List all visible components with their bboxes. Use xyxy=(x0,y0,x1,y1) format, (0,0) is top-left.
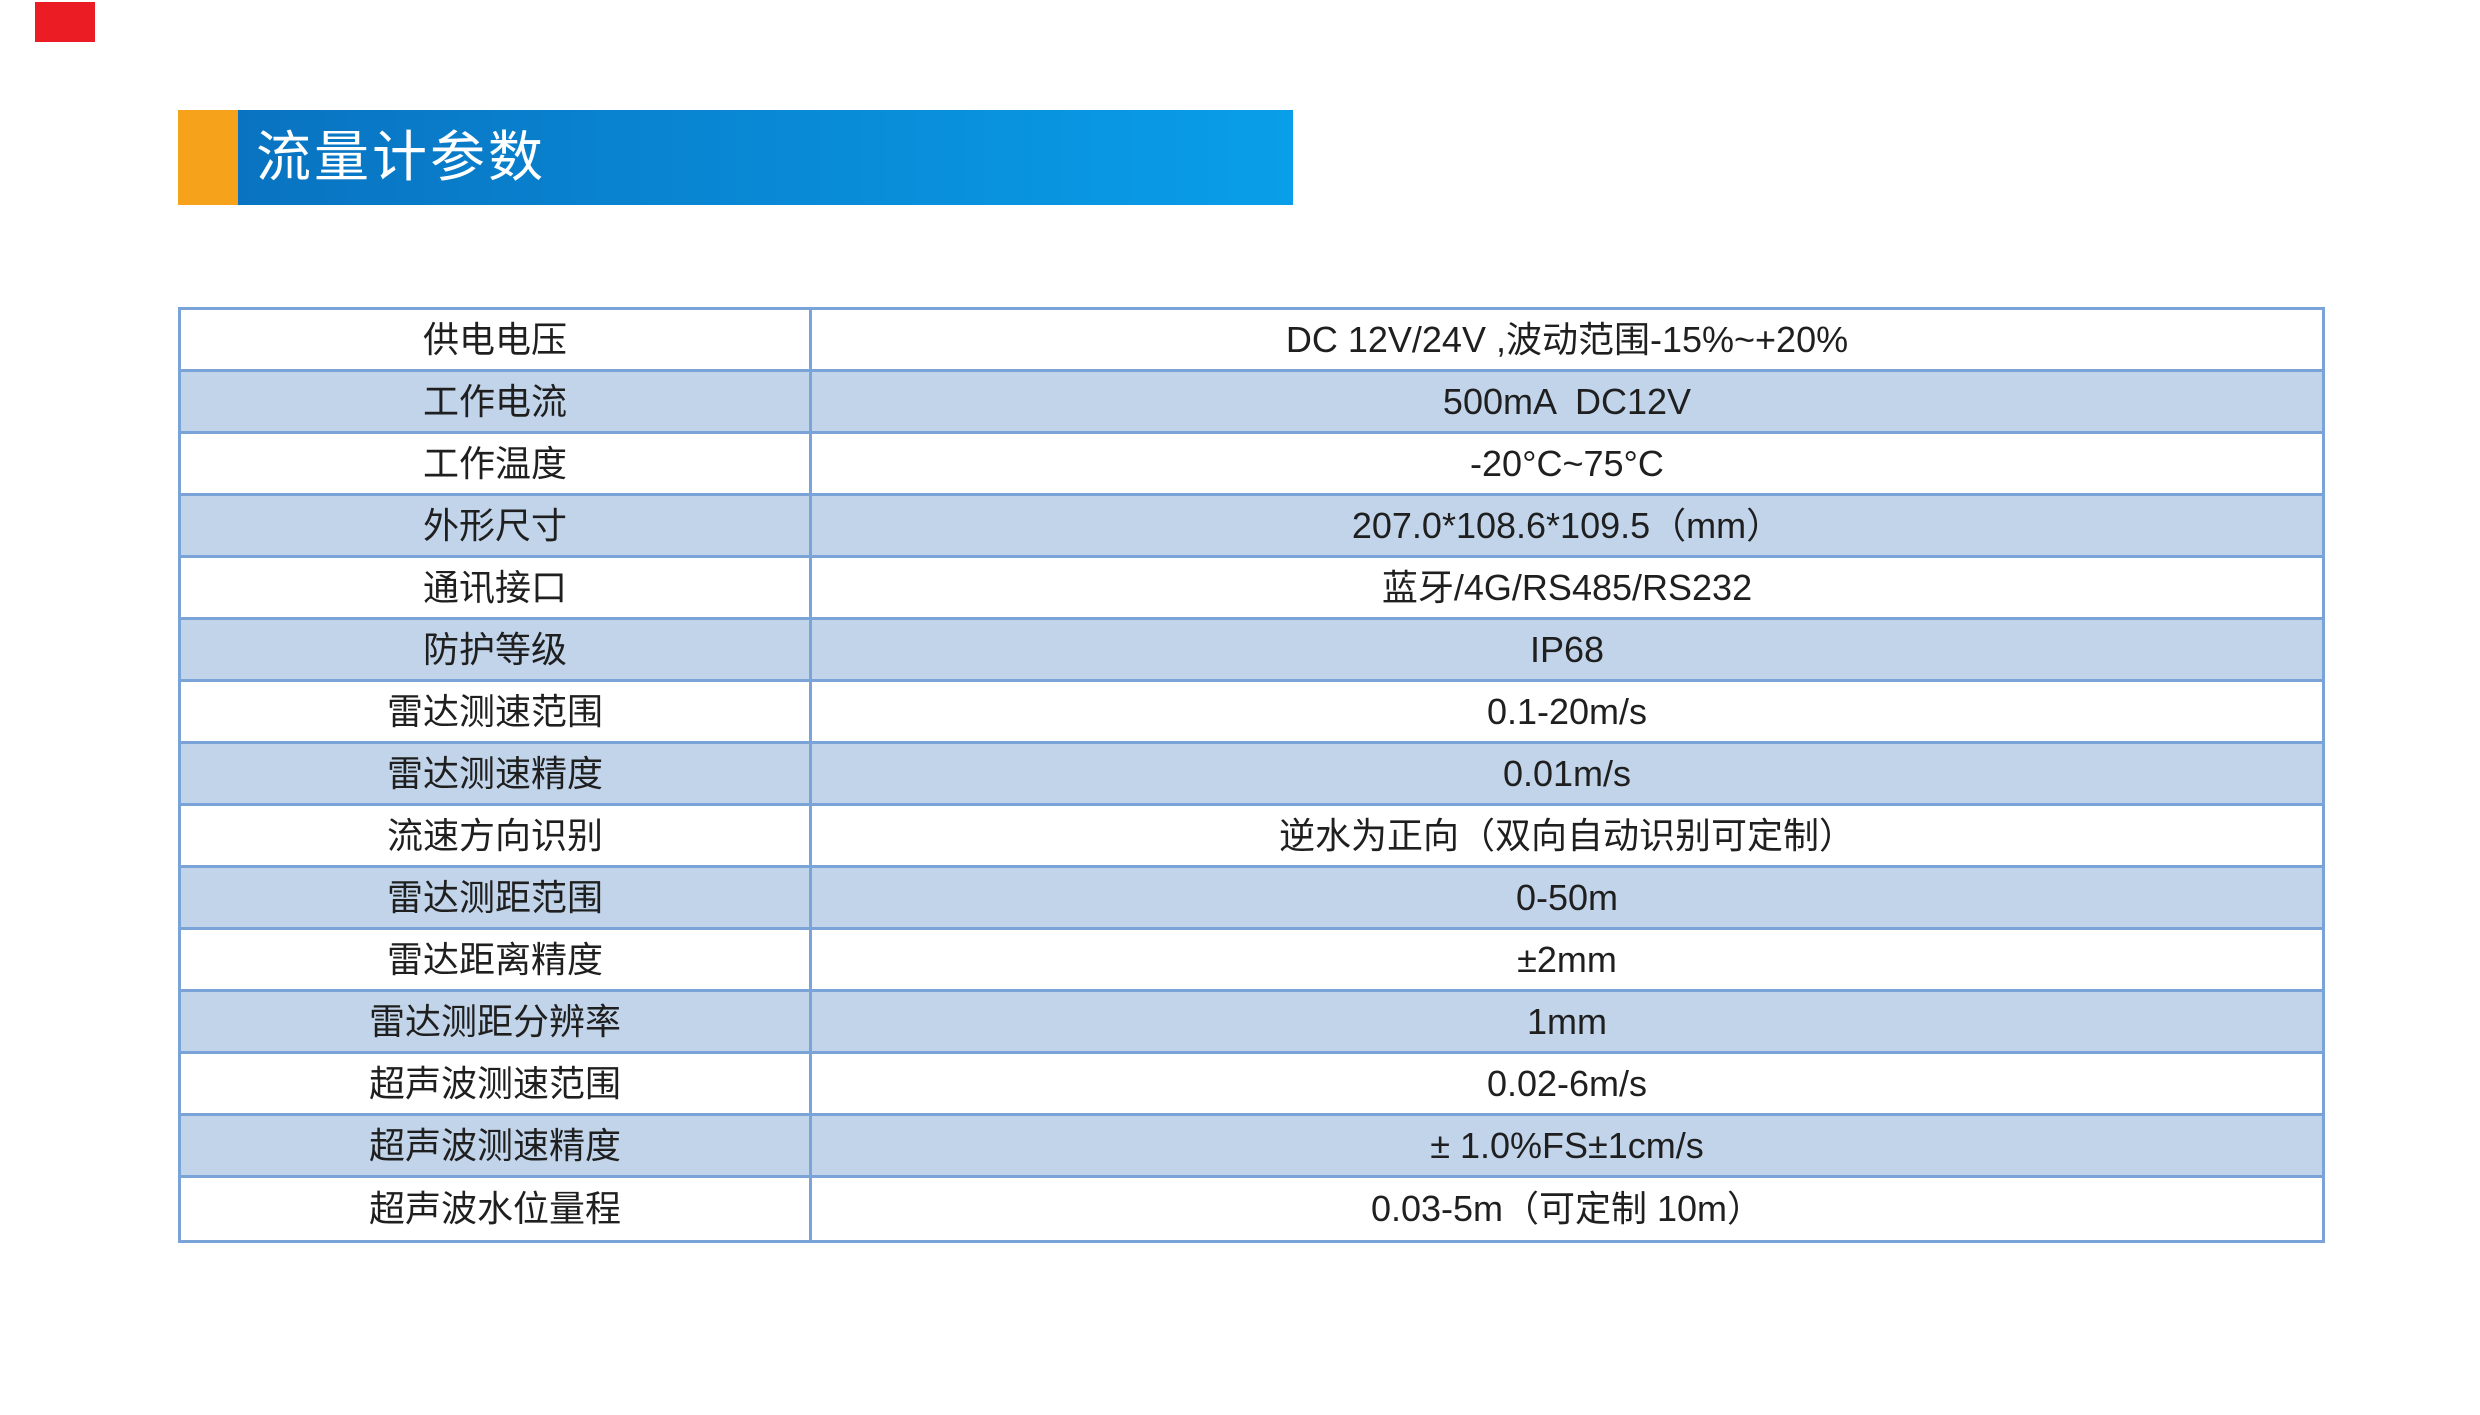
param-value: 1mm xyxy=(1527,1000,1607,1042)
table-row: 工作电流 500mA DC12V xyxy=(181,372,2322,434)
table-row: 工作温度 -20°C~75°C xyxy=(181,434,2322,496)
table-row: 雷达距离精度 ±2mm xyxy=(181,930,2322,992)
param-value: DC 12V/24V ,波动范围-15%~+20% xyxy=(1285,318,1849,360)
table-row: 超声波水位量程 0.03-5m（可定制 10m） xyxy=(181,1178,2322,1240)
table-row: 雷达测距范围 0-50m xyxy=(181,868,2322,930)
table-row: 超声波测速精度 ± 1.0%FS±1cm/s xyxy=(181,1116,2322,1178)
param-value: 蓝牙/4G/RS485/RS232 xyxy=(1381,566,1753,608)
table-row: 流速方向识别 逆水为正向（双向自动识别可定制） xyxy=(181,806,2322,868)
table-row: 外形尺寸 207.0*108.6*109.5（mm） xyxy=(181,496,2322,558)
param-label: 外形尺寸 xyxy=(181,496,812,555)
param-label: 雷达距离精度 xyxy=(181,930,812,989)
param-value: 0-50m xyxy=(1515,876,1619,918)
table-row: 超声波测速范围 0.02-6m/s xyxy=(181,1054,2322,1116)
param-label: 工作电流 xyxy=(181,372,812,431)
param-label: 超声波测速范围 xyxy=(181,1054,812,1113)
param-value: -20°C~75°C xyxy=(1470,442,1664,484)
table-row: 防护等级 IP68 xyxy=(181,620,2322,682)
param-value: 逆水为正向（双向自动识别可定制） xyxy=(1278,814,1855,856)
table-row: 雷达测速范围 0.1-20m/s xyxy=(181,682,2322,744)
param-label: 通讯接口 xyxy=(181,558,812,617)
param-label: 雷达测距范围 xyxy=(181,868,812,927)
red-corner-mark xyxy=(35,2,95,42)
param-value: IP68 xyxy=(1529,628,1605,670)
page-title: 流量计参数 xyxy=(256,126,547,188)
param-label: 流速方向识别 xyxy=(181,806,812,865)
param-value: 0.01m/s xyxy=(1502,752,1632,794)
table-row: 通讯接口 蓝牙/4G/RS485/RS232 xyxy=(181,558,2322,620)
param-label: 雷达测距分辨率 xyxy=(181,992,812,1051)
param-label: 雷达测速范围 xyxy=(181,682,812,741)
param-value: 500mA DC12V xyxy=(1442,380,1692,422)
orange-accent-block xyxy=(178,110,238,205)
param-label: 防护等级 xyxy=(181,620,812,679)
param-label: 供电电压 xyxy=(181,310,812,369)
param-value: 0.02-6m/s xyxy=(1486,1062,1648,1104)
title-band: 流量计参数 xyxy=(238,110,1293,205)
param-label: 超声波水位量程 xyxy=(181,1178,812,1240)
param-label: 工作温度 xyxy=(181,434,812,493)
param-value: 207.0*108.6*109.5（mm） xyxy=(1351,504,1783,546)
param-label: 雷达测速精度 xyxy=(181,744,812,803)
param-value: ± 1.0%FS±1cm/s xyxy=(1430,1124,1704,1166)
table-row: 供电电压 DC 12V/24V ,波动范围-15%~+20% xyxy=(181,310,2322,372)
table-row: 雷达测距分辨率 1mm xyxy=(181,992,2322,1054)
param-value: 0.1-20m/s xyxy=(1486,690,1648,732)
title-banner: 流量计参数 xyxy=(178,110,1293,205)
parameters-table: 供电电压 DC 12V/24V ,波动范围-15%~+20% 工作电流 500m… xyxy=(178,307,2325,1243)
param-value: ±2mm xyxy=(1517,938,1617,980)
table-row: 雷达测速精度 0.01m/s xyxy=(181,744,2322,806)
param-value: 0.03-5m（可定制 10m） xyxy=(1370,1188,1764,1230)
param-label: 超声波测速精度 xyxy=(181,1116,812,1175)
